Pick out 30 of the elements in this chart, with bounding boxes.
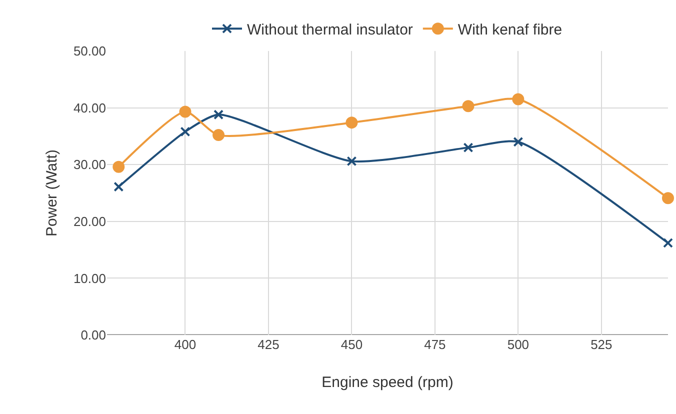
x-tick-label: 450: [340, 337, 363, 352]
point: [463, 142, 474, 153]
point: [114, 182, 124, 192]
y-tick-label: 0.00: [80, 328, 106, 343]
x-tick-label: 525: [590, 337, 612, 352]
point: [180, 126, 190, 137]
point: [512, 93, 524, 106]
point: [346, 116, 358, 129]
point: [513, 136, 524, 147]
point: [346, 156, 357, 166]
x-tick-label: 475: [424, 337, 446, 352]
point: [662, 192, 674, 204]
y-tick-label: 50.00: [73, 44, 106, 59]
y-axis-title: Power (Watt): [44, 150, 61, 236]
y-tick-label: 10.00: [73, 270, 106, 286]
point: [212, 129, 225, 142]
x-tick-label: 400: [174, 337, 196, 352]
point: [462, 100, 474, 112]
legend-label: Without thermal insulator: [247, 21, 413, 38]
y-tick-label: 20.00: [73, 214, 106, 229]
x-tick-label: 425: [258, 337, 280, 352]
point: [179, 106, 192, 118]
x-axis-title: Engine speed (rpm): [322, 374, 454, 391]
point: [112, 160, 125, 173]
y-tick-label: 40.00: [73, 100, 106, 116]
legend-label: With kenaf fibre: [458, 21, 562, 38]
y-tick-label: 30.00: [73, 157, 106, 172]
x-tick-label: 500: [507, 337, 530, 352]
point: [214, 110, 224, 120]
point: [663, 238, 673, 248]
